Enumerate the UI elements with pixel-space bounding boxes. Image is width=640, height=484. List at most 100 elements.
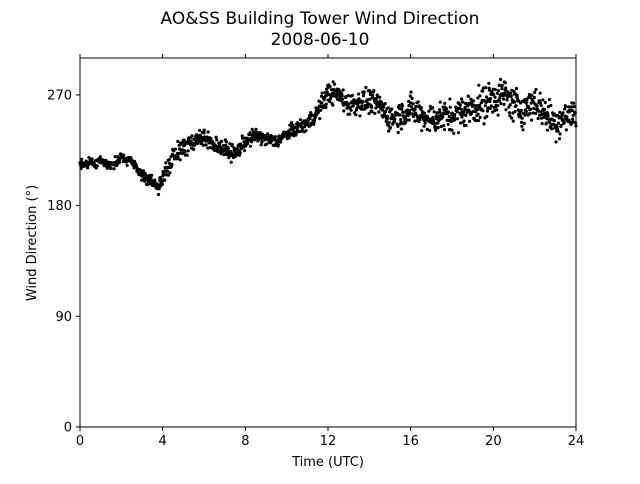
- data-point: [104, 158, 108, 163]
- data-point: [540, 112, 544, 117]
- data-point: [499, 101, 503, 106]
- data-point: [504, 86, 508, 90]
- data-point: [524, 109, 529, 114]
- data-point: [446, 122, 450, 126]
- data-point: [406, 113, 410, 118]
- data-point: [546, 114, 550, 118]
- data-point: [476, 112, 480, 116]
- data-point: [453, 113, 457, 117]
- data-point: [561, 111, 565, 115]
- data-point: [354, 113, 358, 117]
- data-point: [390, 107, 394, 111]
- data-point: [348, 105, 352, 109]
- data-point: [496, 89, 501, 93]
- data-point: [156, 192, 161, 197]
- data-point: [543, 114, 547, 118]
- data-point: [403, 115, 408, 119]
- data-point: [407, 103, 411, 108]
- data-point: [500, 83, 504, 87]
- data-point: [485, 114, 489, 118]
- data-point: [527, 92, 532, 97]
- data-point: [369, 91, 373, 95]
- data-point: [98, 155, 102, 159]
- data-point: [557, 137, 562, 141]
- data-point: [464, 123, 468, 128]
- data-point: [357, 92, 361, 96]
- data-point: [85, 166, 90, 170]
- data-point: [253, 138, 257, 142]
- data-point: [320, 91, 324, 95]
- data-point: [550, 127, 554, 131]
- data-point: [368, 97, 372, 101]
- data-point: [493, 87, 497, 92]
- data-point: [399, 117, 403, 122]
- data-point: [570, 117, 575, 121]
- data-point: [511, 119, 515, 123]
- data-point: [518, 101, 523, 105]
- data-point: [496, 103, 500, 108]
- data-point: [400, 104, 404, 108]
- data-point: [414, 104, 418, 109]
- data-point: [448, 97, 452, 101]
- data-point: [324, 102, 328, 106]
- data-point: [347, 102, 351, 106]
- data-point: [523, 113, 527, 117]
- data-point: [497, 99, 502, 103]
- data-point: [165, 169, 170, 173]
- data-point: [167, 158, 171, 162]
- data-point: [378, 95, 382, 99]
- data-point: [465, 104, 470, 108]
- data-point: [564, 105, 568, 109]
- data-point: [477, 83, 481, 87]
- data-point: [552, 119, 556, 123]
- data-point: [413, 107, 417, 111]
- data-point: [528, 96, 533, 100]
- data-point: [199, 141, 204, 145]
- data-point: [330, 91, 335, 96]
- data-point: [160, 182, 164, 186]
- data-point: [341, 88, 345, 92]
- data-point: [501, 94, 505, 98]
- data-point: [342, 109, 346, 113]
- data-point: [523, 98, 527, 102]
- data-point: [492, 92, 496, 96]
- data-point: [459, 107, 463, 111]
- data-point: [145, 182, 150, 186]
- data-point: [190, 134, 194, 138]
- data-point: [528, 111, 532, 116]
- data-point: [448, 105, 452, 109]
- y-axis-label: Wind Direction (°): [25, 185, 40, 301]
- data-point: [567, 118, 571, 122]
- data-point: [331, 103, 335, 107]
- data-point: [461, 100, 465, 104]
- data-point: [558, 110, 562, 114]
- data-point: [260, 139, 264, 143]
- data-point: [422, 124, 426, 128]
- data-point: [185, 153, 189, 157]
- data-point: [475, 104, 479, 108]
- data-point: [428, 128, 432, 133]
- data-point: [441, 114, 445, 119]
- data-point: [433, 124, 437, 128]
- data-point: [508, 91, 513, 95]
- y-tick-label: 90: [55, 310, 72, 325]
- data-point: [458, 103, 462, 107]
- data-point: [545, 128, 550, 132]
- data-point: [351, 104, 355, 108]
- data-point: [502, 102, 506, 106]
- data-point: [508, 114, 512, 118]
- data-point: [562, 120, 566, 125]
- chart-title: AO&SS Building Tower Wind Direction: [161, 9, 480, 29]
- data-point: [497, 83, 501, 87]
- data-point: [537, 113, 542, 117]
- data-point: [513, 110, 517, 114]
- data-point: [481, 109, 485, 113]
- data-point: [230, 142, 234, 147]
- data-point: [300, 129, 304, 133]
- data-point: [502, 97, 506, 101]
- y-tick-label: 270: [47, 88, 72, 103]
- data-point: [178, 151, 182, 155]
- data-point: [349, 108, 353, 112]
- data-point: [384, 119, 388, 123]
